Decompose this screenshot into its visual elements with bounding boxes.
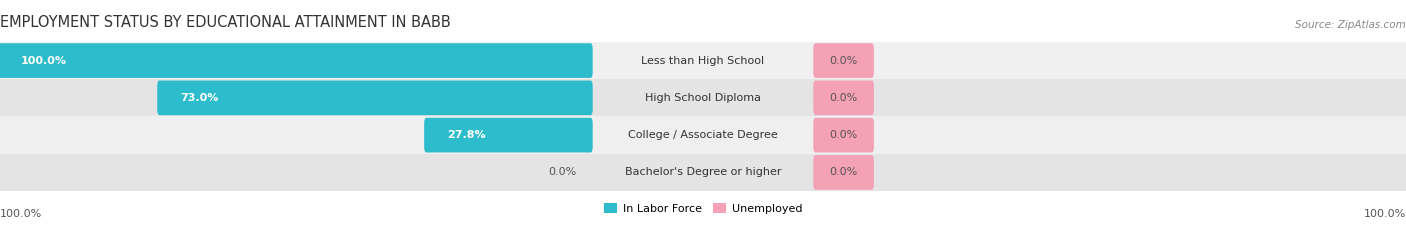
- FancyBboxPatch shape: [813, 81, 875, 115]
- Text: High School Diploma: High School Diploma: [645, 93, 761, 103]
- FancyBboxPatch shape: [0, 116, 1406, 154]
- Text: 73.0%: 73.0%: [180, 93, 219, 103]
- Text: Less than High School: Less than High School: [641, 56, 765, 65]
- Text: 0.0%: 0.0%: [548, 168, 576, 177]
- Text: Source: ZipAtlas.com: Source: ZipAtlas.com: [1295, 20, 1406, 30]
- Text: 0.0%: 0.0%: [830, 56, 858, 65]
- FancyBboxPatch shape: [157, 81, 593, 115]
- FancyBboxPatch shape: [425, 118, 593, 152]
- Text: 27.8%: 27.8%: [447, 130, 486, 140]
- Text: 0.0%: 0.0%: [830, 93, 858, 103]
- Text: 100.0%: 100.0%: [1364, 209, 1406, 219]
- Legend: In Labor Force, Unemployed: In Labor Force, Unemployed: [599, 199, 807, 218]
- Text: EMPLOYMENT STATUS BY EDUCATIONAL ATTAINMENT IN BABB: EMPLOYMENT STATUS BY EDUCATIONAL ATTAINM…: [0, 15, 451, 30]
- FancyBboxPatch shape: [813, 155, 875, 190]
- FancyBboxPatch shape: [813, 118, 875, 152]
- Text: 100.0%: 100.0%: [21, 56, 67, 65]
- FancyBboxPatch shape: [0, 79, 1406, 116]
- FancyBboxPatch shape: [0, 154, 1406, 191]
- Text: College / Associate Degree: College / Associate Degree: [628, 130, 778, 140]
- Text: Bachelor's Degree or higher: Bachelor's Degree or higher: [624, 168, 782, 177]
- FancyBboxPatch shape: [0, 43, 593, 78]
- Text: 100.0%: 100.0%: [0, 209, 42, 219]
- Text: 0.0%: 0.0%: [830, 168, 858, 177]
- FancyBboxPatch shape: [0, 42, 1406, 79]
- Text: 0.0%: 0.0%: [830, 130, 858, 140]
- FancyBboxPatch shape: [813, 43, 875, 78]
